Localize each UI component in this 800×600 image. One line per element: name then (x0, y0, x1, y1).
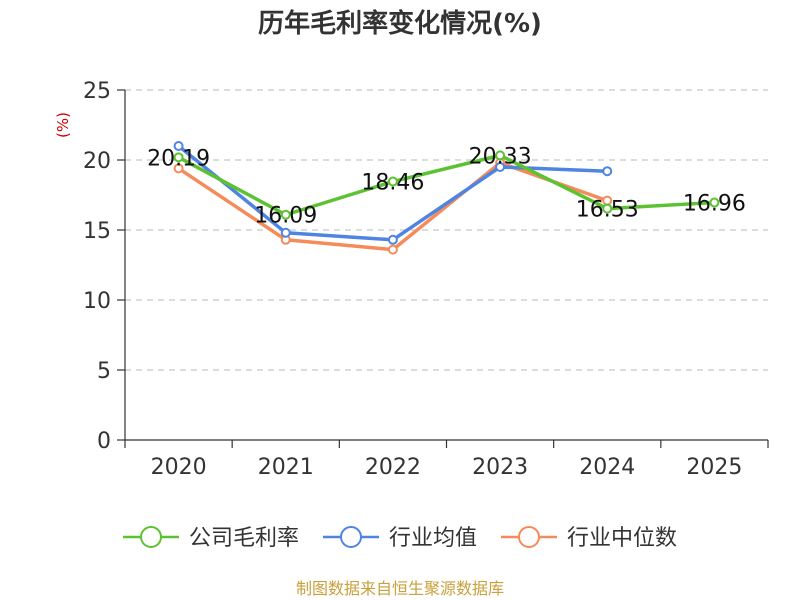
legend-label: 公司毛利率 (189, 526, 299, 551)
data-point (495, 162, 506, 172)
y-axis: 0 5 10 15 20 25 (83, 79, 126, 454)
data-point (173, 163, 184, 174)
data-point (602, 166, 613, 177)
chart-title: 历年毛利率变化情况(%) (258, 8, 542, 39)
y-tick-label: 5 (97, 359, 111, 384)
y-tick-label: 10 (83, 289, 111, 314)
x-axis: 2020 2021 2022 2023 2024 2025 (124, 439, 769, 480)
data-point (173, 152, 184, 163)
data-point (495, 150, 506, 161)
data-labels: 20.19 16.09 18.46 20.33 16.53 16.96 (147, 144, 746, 228)
legend-item-0: 公司毛利率 (123, 526, 299, 551)
data-point (387, 244, 398, 255)
data-point (709, 197, 720, 208)
data-label: 16.53 (576, 198, 639, 223)
x-tick-label: 2025 (686, 455, 742, 480)
y-tick-label: 25 (83, 79, 111, 104)
data-label: 18.46 (361, 171, 424, 196)
data-label: 20.33 (469, 144, 532, 169)
data-point (387, 234, 398, 245)
source-note: 制图数据来自恒生聚源数据库 (296, 579, 504, 598)
y-tick-label: 0 (97, 429, 111, 454)
legend-marker (518, 526, 540, 548)
legend-label: 行业均值 (389, 526, 477, 551)
x-tick-label: 2023 (472, 455, 528, 480)
x-tick-label: 2024 (579, 455, 635, 480)
data-point (280, 209, 291, 220)
legend-item-1: 行业均值 (323, 526, 477, 551)
legend-marker (340, 526, 362, 548)
legend-marker (140, 526, 162, 548)
y-axis-unit: (%) (54, 112, 72, 138)
grid-lines (125, 89, 768, 371)
series-line (176, 153, 717, 217)
data-point (387, 176, 398, 187)
data-point (173, 141, 184, 151)
legend: 公司毛利率 行业均值 行业中位数 (123, 526, 677, 551)
x-tick-label: 2022 (365, 455, 421, 480)
y-tick-label: 20 (83, 149, 111, 174)
data-label: 20.19 (147, 146, 210, 171)
series-2 (173, 157, 613, 255)
series-1 (173, 141, 613, 245)
series-layer (173, 141, 720, 255)
data-point (280, 227, 291, 238)
x-tick-label: 2021 (258, 455, 314, 480)
x-tick-label: 2020 (151, 455, 207, 480)
legend-label: 行业中位数 (567, 526, 677, 551)
series-0 (173, 150, 720, 220)
data-point (602, 203, 613, 214)
data-label: 16.09 (254, 204, 317, 229)
y-tick-label: 15 (83, 219, 111, 244)
data-label: 16.96 (683, 192, 746, 217)
legend-item-2: 行业中位数 (501, 526, 677, 551)
